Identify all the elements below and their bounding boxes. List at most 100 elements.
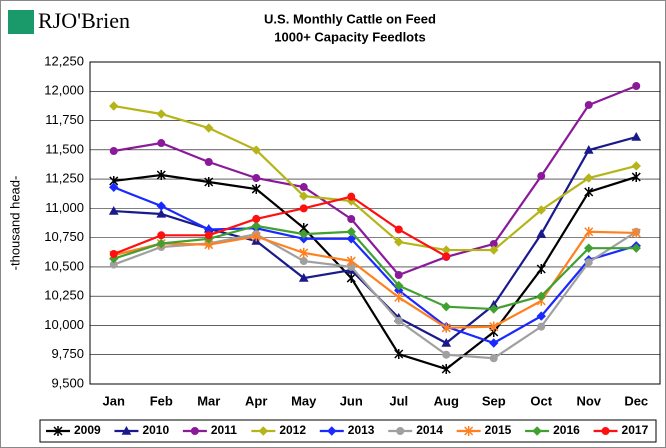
marker (394, 270, 403, 279)
legend-marker (464, 426, 474, 436)
series-line (113, 195, 447, 258)
x-tick-label: Sep (482, 393, 506, 408)
marker (631, 243, 641, 253)
legend-marker (190, 427, 199, 435)
marker (394, 349, 404, 360)
marker (536, 311, 546, 321)
marker (109, 250, 118, 259)
y-tick-label: 11,500 (45, 141, 84, 156)
x-tick-label: Nov (576, 393, 601, 408)
marker (299, 191, 309, 201)
marker (584, 173, 594, 183)
series-line (113, 84, 637, 277)
marker (442, 350, 451, 359)
marker (346, 234, 356, 244)
marker (394, 280, 404, 291)
x-tick-label: Oct (530, 393, 552, 408)
marker (156, 169, 166, 180)
x-tick-label: Aug (434, 393, 459, 408)
y-tick-label: 10,000 (44, 317, 84, 332)
legend-label: 2012 (279, 423, 306, 437)
y-tick-label: 10,250 (44, 288, 84, 303)
marker (346, 273, 356, 284)
marker (204, 123, 214, 133)
legend-marker (327, 426, 337, 436)
y-tick-label: 12,250 (44, 53, 84, 68)
marker (252, 214, 261, 223)
marker (489, 354, 498, 363)
marker (537, 172, 546, 181)
y-tick-label: 11,000 (45, 200, 84, 215)
y-tick-label: 9,500 (51, 375, 84, 390)
marker (252, 174, 261, 183)
legend-box (39, 419, 657, 443)
x-tick-label: Feb (150, 393, 173, 408)
marker (584, 243, 594, 253)
x-tick-label: Apr (245, 393, 267, 408)
x-tick-label: Jul (389, 393, 408, 408)
y-tick-label: 11,750 (45, 112, 84, 127)
marker (109, 146, 118, 155)
legend-label: 2013 (348, 423, 375, 437)
plot-area (89, 61, 661, 385)
y-tick-label: 11,250 (45, 171, 84, 186)
marker (632, 82, 641, 91)
legend-label: 2017 (622, 423, 649, 437)
chart-title: U.S. Monthly Cattle on Feed (264, 11, 436, 26)
x-tick-label: May (291, 393, 317, 408)
marker (584, 186, 594, 197)
marker (394, 225, 403, 234)
series-line (113, 173, 637, 371)
legend-marker (53, 426, 63, 436)
marker (299, 247, 309, 258)
marker (394, 316, 403, 325)
legend-marker (258, 426, 269, 436)
marker (298, 273, 309, 282)
marker (584, 258, 593, 267)
marker (441, 302, 451, 312)
marker (536, 264, 546, 275)
marker (346, 256, 356, 267)
marker (156, 238, 166, 249)
x-tick-label: Jun (340, 393, 363, 408)
legend-label: 2015 (485, 423, 512, 437)
marker (204, 231, 213, 240)
x-tick-label: Jan (103, 393, 125, 408)
marker (109, 101, 119, 111)
legend-marker (396, 427, 405, 435)
legend-label: 2010 (142, 423, 169, 437)
marker (204, 157, 213, 166)
legend-marker (532, 426, 542, 436)
marker (441, 364, 451, 375)
y-tick-label: 12,000 (44, 83, 84, 98)
marker (157, 231, 166, 240)
legend-label: 2014 (416, 423, 443, 437)
marker (299, 204, 308, 213)
legend-label: 2011 (211, 423, 237, 437)
marker (536, 205, 546, 215)
y-tick-label: 10,750 (44, 229, 84, 244)
legend-marker (601, 427, 610, 435)
marker (489, 321, 499, 332)
y-axis-label: -thousand head- (7, 176, 22, 271)
marker (537, 322, 546, 331)
marker (394, 237, 404, 247)
marker (583, 145, 594, 154)
marker (251, 184, 261, 195)
x-tick-label: Dec (624, 393, 648, 408)
marker (489, 304, 499, 314)
marker (536, 291, 546, 301)
marker (347, 215, 356, 224)
marker (489, 245, 499, 255)
marker (156, 208, 167, 218)
series-line (113, 186, 637, 345)
marker (584, 100, 593, 109)
marker (299, 183, 308, 192)
marker (631, 132, 642, 141)
y-tick-label: 9,750 (51, 346, 84, 361)
marker (441, 322, 451, 333)
x-tick-label: Mar (197, 393, 220, 408)
logo-icon (8, 10, 34, 34)
marker (156, 201, 166, 211)
